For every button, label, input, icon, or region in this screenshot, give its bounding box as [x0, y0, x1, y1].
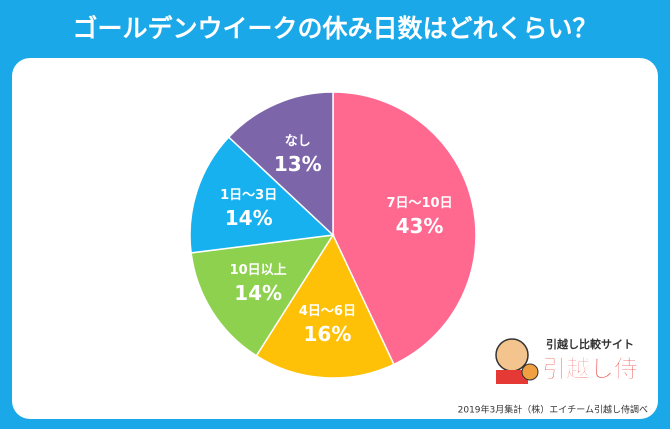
- value-label: 16%: [303, 322, 351, 346]
- logo-name: 引越し侍: [542, 355, 638, 383]
- mascot-pet: [521, 363, 539, 381]
- slice-label: 10日以上: [230, 263, 287, 278]
- value-label: 43%: [396, 214, 444, 238]
- source: 2019年3月集計（株）エイチーム引越し侍調べ: [458, 404, 648, 416]
- value-label: 14%: [234, 281, 282, 305]
- value-label: 14%: [225, 206, 273, 230]
- pie-slice: [190, 234, 335, 357]
- logo-tagline: 引越し比較サイト: [546, 337, 634, 351]
- chart-title: ゴールデンウイークの休み日数はどれくらい？: [72, 14, 597, 43]
- pie-slice: [189, 136, 335, 254]
- slice-label: 1日〜3日: [220, 188, 277, 203]
- logo: 引越し比較サイト 引越し侍: [495, 337, 638, 384]
- mascot: [495, 338, 529, 372]
- slice-label: なし: [285, 134, 311, 149]
- slice-label: 7日〜10日: [386, 196, 452, 211]
- mascot-body: [496, 370, 528, 384]
- pie-slice: [332, 91, 477, 366]
- slice-label: 4日〜6日: [299, 304, 356, 319]
- value-label: 13%: [274, 152, 322, 176]
- pie-slice: [227, 91, 334, 237]
- pie-slice: [255, 233, 395, 379]
